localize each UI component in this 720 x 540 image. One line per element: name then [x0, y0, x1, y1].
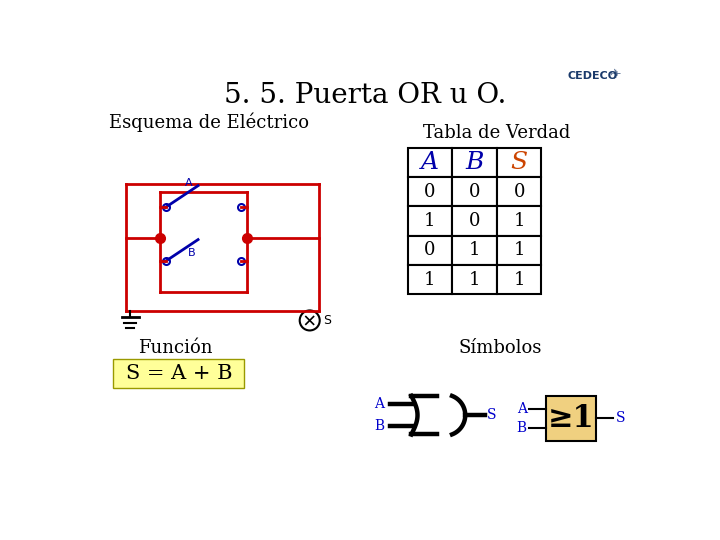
Text: Esquema de Eléctrico: Esquema de Eléctrico	[109, 113, 309, 132]
Text: Función: Función	[138, 339, 212, 357]
Bar	[113, 359, 244, 388]
Text: S: S	[616, 411, 625, 425]
Text: S = A + B: S = A + B	[125, 364, 232, 383]
Text: ✈: ✈	[610, 67, 621, 81]
Text: B: B	[374, 419, 384, 433]
Text: 1: 1	[513, 271, 525, 288]
Text: 1: 1	[513, 241, 525, 259]
Text: S: S	[487, 408, 496, 422]
Bar	[497, 148, 541, 177]
Bar	[408, 148, 452, 177]
Bar	[497, 236, 541, 265]
Bar	[546, 396, 596, 441]
Bar	[452, 265, 497, 294]
Text: ≥1: ≥1	[548, 403, 595, 434]
Text: S: S	[510, 151, 528, 174]
Bar	[452, 236, 497, 265]
Text: 0: 0	[513, 183, 525, 201]
Text: 0: 0	[469, 183, 480, 201]
Bar	[408, 265, 452, 294]
Text: A: A	[374, 397, 384, 411]
Bar	[408, 177, 452, 206]
Text: B: B	[517, 421, 527, 435]
Text: 0: 0	[469, 212, 480, 230]
Text: B: B	[188, 248, 196, 259]
Text: A: A	[517, 402, 527, 416]
Text: CEDECO: CEDECO	[567, 71, 617, 82]
Text: 0: 0	[424, 241, 436, 259]
Text: Tabla de Verdad: Tabla de Verdad	[423, 124, 570, 141]
Text: 1: 1	[424, 271, 436, 288]
Bar	[452, 148, 497, 177]
Bar	[452, 206, 497, 236]
Text: 1: 1	[424, 212, 436, 230]
Bar	[497, 177, 541, 206]
Text: A: A	[185, 178, 193, 187]
Text: Símbolos: Símbolos	[458, 339, 541, 357]
Text: 1: 1	[469, 241, 480, 259]
Bar	[497, 265, 541, 294]
Text: 5. 5. Puerta OR u O.: 5. 5. Puerta OR u O.	[224, 82, 506, 109]
Bar	[497, 206, 541, 236]
Bar	[452, 177, 497, 206]
Text: B: B	[465, 151, 484, 174]
Text: 1: 1	[469, 271, 480, 288]
Bar	[408, 206, 452, 236]
Text: A: A	[420, 151, 438, 174]
Bar	[408, 236, 452, 265]
Text: 0: 0	[424, 183, 436, 201]
Text: S: S	[323, 314, 330, 327]
Text: 1: 1	[513, 212, 525, 230]
